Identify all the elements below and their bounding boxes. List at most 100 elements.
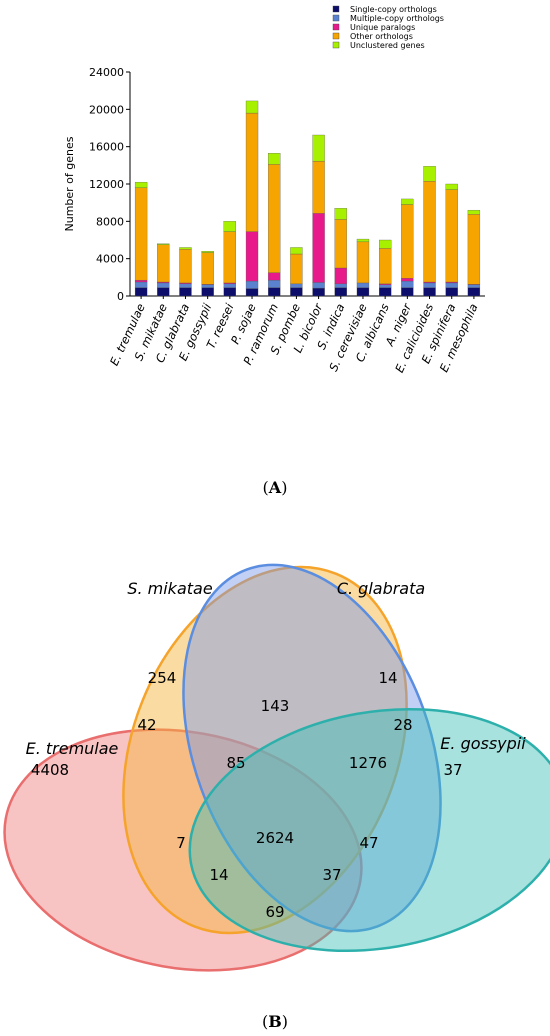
set-ellipse — [122, 565, 408, 935]
bar-segment — [157, 243, 170, 245]
y-tick-label: 8000 — [96, 215, 124, 228]
legend-swatch — [332, 41, 340, 49]
y-tick-label: 0 — [117, 290, 124, 303]
region-count: 143 — [261, 697, 290, 715]
bar-segment — [445, 287, 458, 297]
set-label: E. gossypii — [440, 734, 526, 753]
region-count: 28 — [393, 716, 412, 734]
bar-segment — [312, 213, 325, 283]
y-tick-label: 20000 — [89, 103, 124, 116]
bar-segment — [401, 278, 414, 282]
region-count: 254 — [148, 669, 177, 687]
bar-segment — [157, 282, 170, 288]
bar-segment — [423, 287, 436, 297]
region-count: 42 — [137, 716, 156, 734]
bar-segment — [401, 280, 414, 288]
region-count: 69 — [265, 903, 284, 921]
y-tick-label: 12000 — [89, 178, 124, 191]
region-count: 37 — [322, 866, 341, 884]
panel-a-label: (A) — [262, 478, 288, 497]
bar-segment — [467, 214, 481, 285]
bar-segment — [467, 287, 481, 297]
region-count: 47 — [359, 834, 378, 852]
bar-segment — [290, 253, 303, 285]
bar-segment — [245, 112, 259, 232]
bar-segment — [201, 251, 214, 253]
set-ellipse — [188, 707, 550, 953]
legend-swatch — [332, 23, 340, 31]
bar-segment — [423, 181, 436, 283]
bar-segment — [401, 198, 414, 205]
bar-segment — [312, 134, 325, 162]
bar-segment — [356, 241, 370, 284]
bar-segment — [245, 100, 259, 114]
y-tick-label: 16000 — [89, 141, 124, 154]
bar-segment — [423, 166, 436, 182]
bar-segment — [290, 247, 303, 255]
region-count: 14 — [378, 669, 397, 687]
bar-segment — [334, 283, 347, 288]
panel-b-label: (B) — [261, 1012, 289, 1031]
region-count: 85 — [226, 754, 245, 772]
region-count: 37 — [443, 761, 462, 779]
bar-segment — [334, 267, 347, 285]
set-ellipse — [3, 728, 363, 972]
legend-swatch — [332, 32, 340, 40]
bar-segment — [312, 287, 325, 297]
bar-segment — [312, 160, 325, 214]
bar-segment — [245, 231, 259, 282]
bar-segment — [201, 287, 214, 297]
y-tick-label: 24000 — [89, 66, 124, 79]
bar-segment — [134, 181, 148, 188]
bar-segment — [201, 284, 214, 288]
y-tick-label: 4000 — [96, 253, 124, 266]
bar-segment — [157, 287, 170, 297]
y-axis-label: Number of genes — [63, 136, 76, 231]
bar-segment — [268, 153, 281, 165]
bar-segment — [379, 284, 392, 288]
region-count: 1276 — [349, 754, 387, 772]
legend-swatch — [332, 5, 340, 13]
bar-segment — [401, 287, 414, 297]
legend-label: Unclustered genes — [350, 41, 425, 50]
bar-segment — [312, 282, 325, 289]
bar-segment — [290, 287, 303, 297]
bar-segment — [134, 187, 148, 281]
set-label: C. glabrata — [337, 579, 425, 598]
legend-label: Multiple-copy orthologs — [350, 14, 444, 23]
bar-segment — [223, 231, 236, 284]
set-ellipse — [182, 563, 442, 933]
bar-segment — [268, 279, 281, 288]
region-count: 2624 — [256, 829, 294, 847]
bar-segment — [157, 244, 170, 283]
bar-segment — [179, 283, 192, 288]
bar-segment — [334, 219, 347, 269]
bar-segment — [334, 287, 347, 297]
bar-segment — [268, 164, 281, 273]
legend-swatch — [332, 14, 340, 22]
bar-segment — [356, 282, 370, 288]
region-count: 14 — [209, 866, 228, 884]
bar-segment — [379, 248, 392, 285]
region-count: 7 — [176, 834, 186, 852]
legend-label: Unique paralogs — [350, 23, 415, 32]
bar-segment — [245, 280, 259, 289]
bar-segment — [379, 287, 392, 297]
legend-label: Other orthologs — [350, 32, 413, 41]
bar-segment — [179, 287, 192, 297]
bar-segment — [445, 189, 458, 283]
bar-segment — [445, 282, 458, 288]
bar-segment — [467, 284, 481, 288]
set-label: E. tremulae — [26, 739, 119, 758]
bar-segment — [134, 279, 148, 283]
bar-segment — [223, 221, 236, 232]
bar-segment — [379, 239, 392, 249]
bar-segment — [356, 238, 370, 243]
set-label: S. mikatae — [127, 579, 213, 598]
bar-segment — [423, 282, 436, 288]
bar-segment — [268, 287, 281, 297]
bar-segment — [290, 283, 303, 288]
bar-segment — [179, 249, 192, 284]
bar-segment — [134, 287, 148, 297]
bar-segment — [134, 281, 148, 288]
